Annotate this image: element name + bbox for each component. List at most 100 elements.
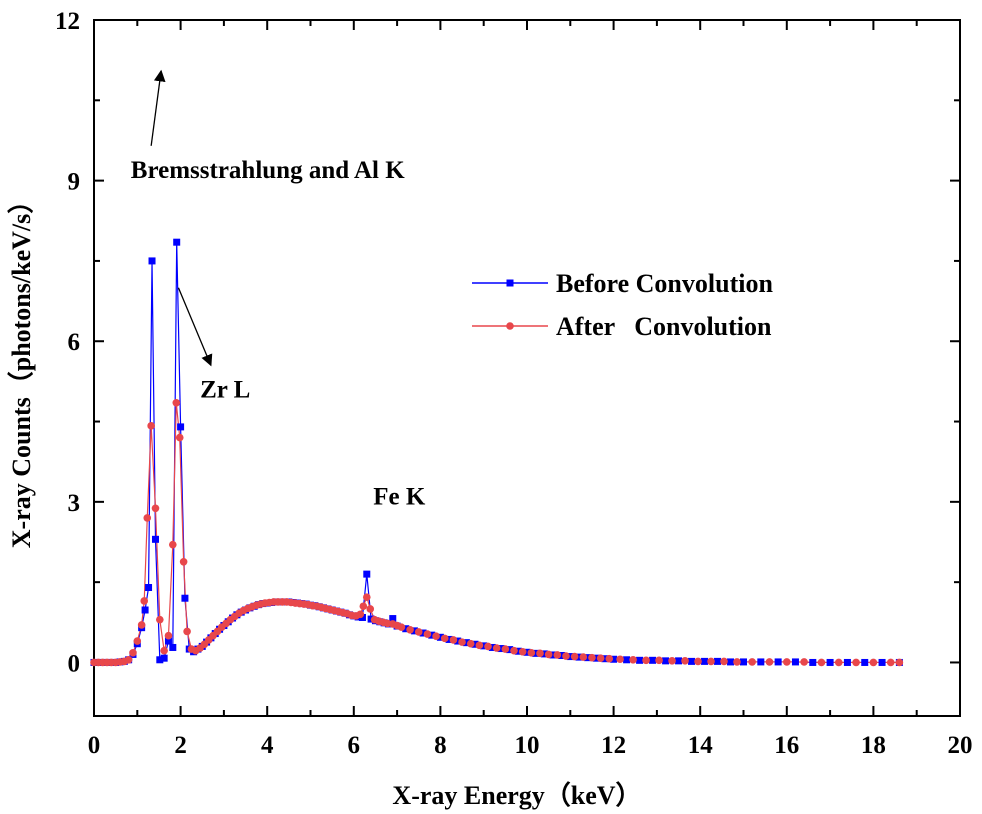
data-point bbox=[584, 654, 592, 662]
data-point bbox=[886, 658, 895, 667]
y-tick-labels: 0 3 6 9 12 bbox=[55, 8, 80, 677]
data-point bbox=[137, 621, 146, 629]
data-point bbox=[492, 644, 501, 652]
y-tick-label: 9 bbox=[68, 169, 81, 196]
data-point bbox=[843, 658, 851, 666]
data-point bbox=[480, 642, 488, 650]
data-point bbox=[177, 423, 185, 431]
data-point bbox=[532, 649, 540, 657]
annotation-label: Fe K bbox=[373, 484, 426, 511]
data-point bbox=[605, 654, 614, 663]
data-point bbox=[570, 652, 579, 661]
data-point bbox=[714, 657, 722, 665]
data-point bbox=[366, 605, 375, 613]
data-point bbox=[809, 658, 817, 666]
data-point bbox=[462, 639, 470, 647]
series-0 bbox=[94, 242, 900, 664]
x-axis-title: X-ray Energy（keV） bbox=[392, 781, 641, 810]
data-point bbox=[151, 535, 159, 543]
data-point bbox=[454, 637, 462, 645]
axis-ticks bbox=[93, 19, 961, 716]
data-point bbox=[484, 642, 492, 651]
data-point bbox=[800, 658, 808, 666]
data-point bbox=[765, 658, 774, 666]
annotations: Bremsstrahlung and Al K Zr L Fe K bbox=[131, 69, 426, 511]
data-point bbox=[720, 657, 728, 666]
data-point bbox=[362, 593, 371, 601]
data-point bbox=[148, 257, 156, 265]
annotation-arrow bbox=[150, 69, 166, 146]
data-point bbox=[423, 630, 432, 638]
data-point bbox=[147, 422, 155, 430]
annotation-label: Bremsstrahlung and Al K bbox=[131, 157, 405, 184]
data-point bbox=[156, 615, 164, 624]
data-point bbox=[169, 540, 177, 549]
data-point bbox=[169, 643, 177, 651]
data-point bbox=[358, 613, 366, 621]
data-point bbox=[601, 655, 609, 663]
data-point bbox=[668, 657, 676, 665]
data-point bbox=[471, 640, 479, 648]
data-point bbox=[701, 657, 709, 665]
data-point bbox=[428, 631, 436, 639]
data-point bbox=[783, 658, 791, 666]
data-point bbox=[895, 658, 904, 667]
data-point bbox=[406, 626, 414, 634]
data-point bbox=[183, 627, 191, 636]
x-tick-label: 4 bbox=[261, 732, 274, 759]
data-point bbox=[774, 658, 782, 666]
y-axis-title: X-ray Counts（photons/keV/s） bbox=[7, 188, 36, 548]
x-tick-label: 16 bbox=[774, 732, 799, 759]
data-point bbox=[549, 651, 557, 659]
data-point bbox=[642, 656, 650, 665]
data-point bbox=[655, 656, 663, 665]
data-point bbox=[414, 628, 423, 636]
data-point bbox=[727, 658, 735, 666]
data-point bbox=[164, 631, 173, 640]
data-point bbox=[861, 658, 869, 666]
data-point bbox=[133, 637, 142, 645]
data-point bbox=[592, 654, 600, 662]
data-point bbox=[497, 645, 505, 653]
data-point bbox=[156, 656, 164, 664]
data-point bbox=[151, 504, 160, 513]
data-point bbox=[466, 639, 475, 648]
data-point bbox=[523, 648, 531, 656]
data-point bbox=[501, 645, 510, 653]
data-point bbox=[707, 657, 715, 666]
data-point bbox=[869, 658, 878, 667]
x-tick-label: 2 bbox=[174, 732, 187, 759]
data-point bbox=[740, 658, 747, 666]
data-point bbox=[834, 658, 843, 667]
y-tick-label: 3 bbox=[68, 490, 81, 517]
series-markers-0 bbox=[90, 238, 903, 666]
legend: Before Convolution After Convolution bbox=[472, 269, 773, 341]
data-point bbox=[562, 652, 570, 660]
data-point bbox=[419, 629, 427, 637]
legend-marker bbox=[506, 322, 514, 330]
plot-frame bbox=[93, 19, 961, 717]
data-point bbox=[124, 655, 133, 664]
data-point bbox=[449, 636, 458, 644]
data-point bbox=[616, 655, 624, 664]
data-point bbox=[688, 657, 696, 665]
data-point bbox=[791, 658, 799, 666]
data-point bbox=[527, 649, 536, 657]
data-point bbox=[596, 654, 605, 662]
data-point bbox=[826, 658, 834, 666]
x-tick-label: 6 bbox=[348, 732, 361, 759]
data-point bbox=[588, 653, 596, 662]
data-point bbox=[359, 602, 368, 611]
x-tick-label: 8 bbox=[434, 732, 447, 759]
legend-marker bbox=[506, 279, 514, 287]
series-1 bbox=[94, 402, 900, 664]
data-point bbox=[475, 641, 484, 650]
y-tick-label: 6 bbox=[68, 329, 81, 356]
data-point bbox=[610, 655, 618, 663]
data-point bbox=[649, 656, 657, 664]
annotation-arrow bbox=[177, 287, 213, 367]
x-tick-label: 18 bbox=[861, 732, 886, 759]
data-point bbox=[558, 652, 566, 660]
data-point bbox=[356, 610, 365, 619]
